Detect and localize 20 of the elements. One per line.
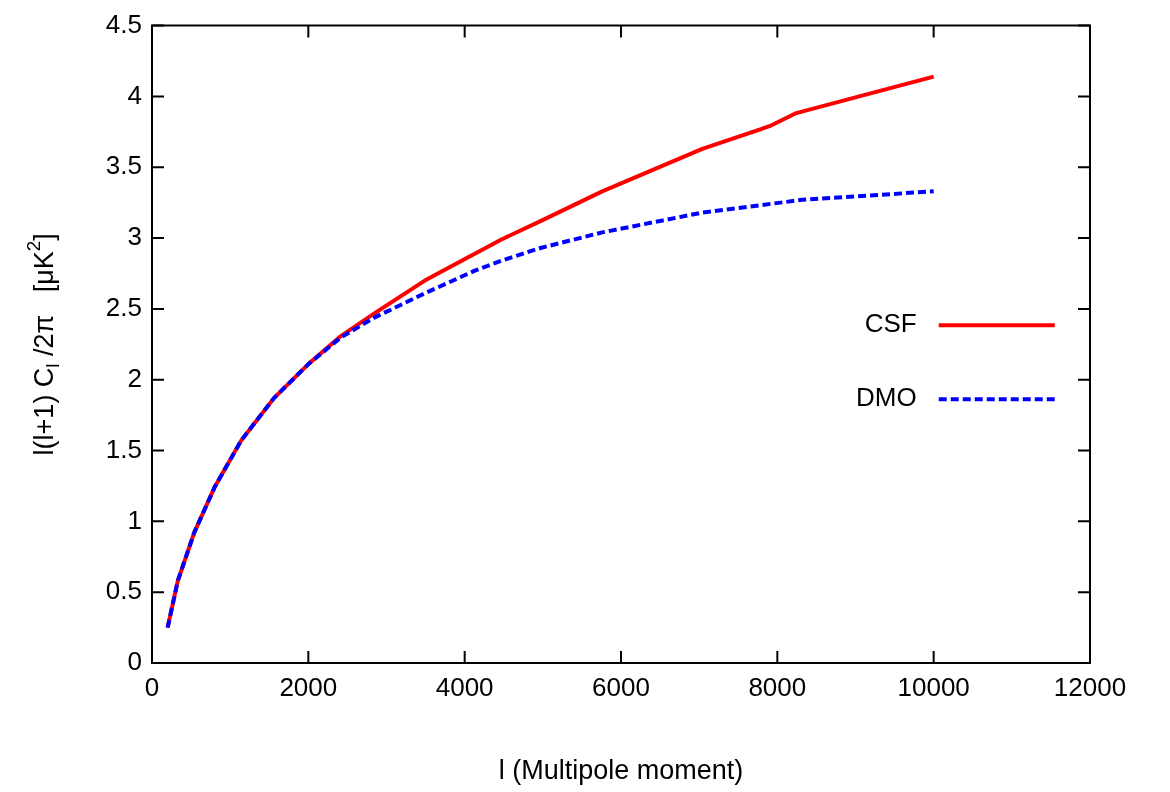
x-axis-title: l (Multipole moment): [498, 755, 744, 786]
y-tick-label: 0: [127, 646, 142, 677]
y-tick-label: 0.5: [105, 575, 142, 606]
x-tick-label: 4000: [435, 671, 494, 702]
x-tick-label: 8000: [748, 671, 807, 702]
y-axis-title: l(l+1) Cl /2π [μK2]: [23, 233, 64, 456]
legend-label: DMO: [856, 382, 917, 413]
x-tick-label: 6000: [592, 671, 650, 702]
y-tick-label: 3.5: [105, 150, 142, 181]
legend-label: CSF: [864, 308, 917, 339]
y-tick-label: 4.5: [105, 8, 142, 39]
y-tick-label: 2: [127, 362, 142, 393]
y-tick-label: 2.5: [105, 292, 142, 323]
y-tick-label: 1: [127, 504, 142, 535]
x-tick-label: 10000: [897, 671, 970, 702]
x-tick-label: 12000: [1053, 671, 1127, 702]
y-tick-label: 4: [127, 79, 142, 110]
y-tick-label: 3: [127, 221, 142, 252]
x-tick-label: 2000: [279, 671, 338, 702]
y-tick-label: 1.5: [105, 433, 142, 464]
